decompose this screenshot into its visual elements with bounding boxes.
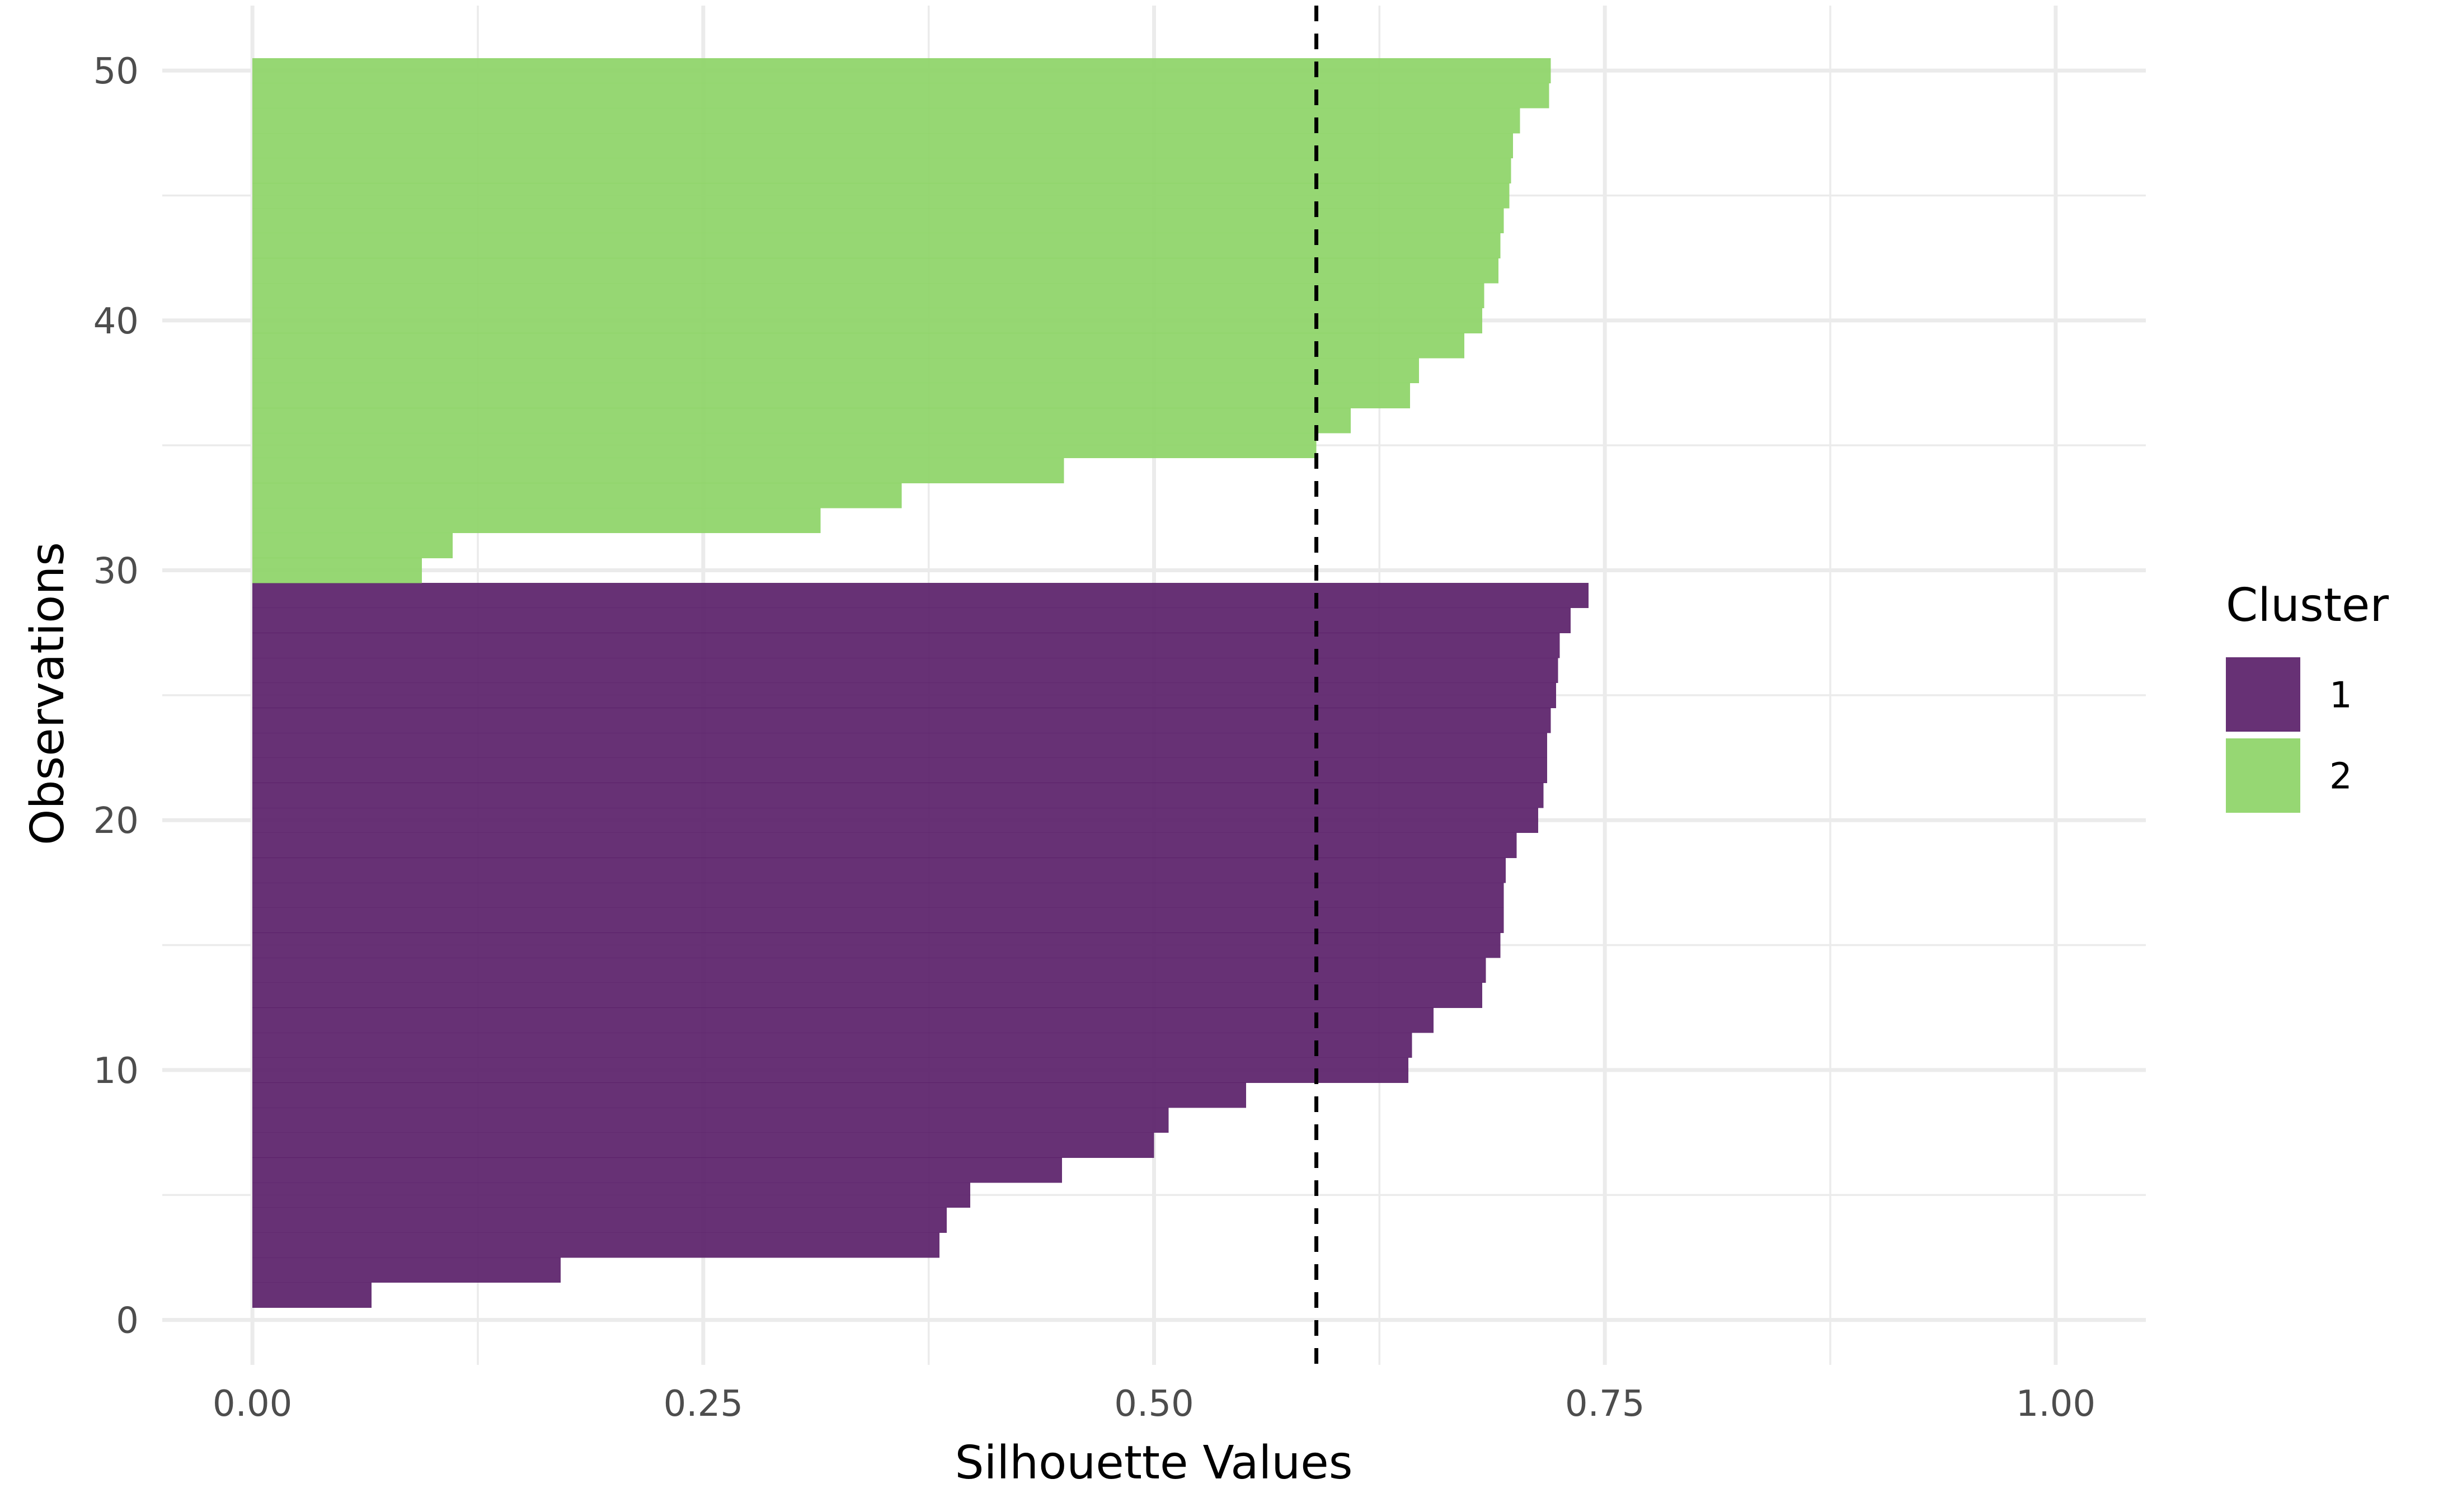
bar-cluster-2-obs-45 — [252, 183, 1510, 209]
bar-cluster-1-obs-1 — [252, 1282, 372, 1308]
bar-cluster-2-obs-31 — [252, 533, 453, 558]
bar-cluster-2-obs-35 — [252, 432, 1317, 459]
y-tick-label: 0 — [116, 1301, 139, 1342]
bar-cluster-1-obs-14 — [252, 957, 1486, 983]
bar-cluster-1-obs-12 — [252, 1007, 1434, 1033]
bar-cluster-1-obs-10 — [252, 1057, 1408, 1083]
bar-cluster-2-obs-47 — [252, 133, 1513, 159]
bar-cluster-1-obs-23 — [252, 732, 1548, 759]
bar-cluster-1-obs-13 — [252, 982, 1483, 1008]
bar-cluster-1-obs-2 — [252, 1257, 561, 1283]
bar-cluster-1-obs-9 — [252, 1082, 1246, 1108]
bar-cluster-1-obs-17 — [252, 882, 1504, 908]
x-axis-ticks: 0.00 0.25 0.50 0.75 1.00 — [213, 1383, 2095, 1425]
bar-cluster-1-obs-16 — [252, 907, 1504, 933]
legend-title: Cluster — [2226, 579, 2389, 632]
legend-key-2 — [2226, 738, 2300, 813]
legend-label-1: 1 — [2329, 675, 2352, 717]
bar-cluster-2-obs-36 — [252, 408, 1351, 434]
bar-cluster-2-obs-38 — [252, 357, 1420, 384]
bar-cluster-1-obs-24 — [252, 708, 1551, 733]
bar-cluster-2-obs-49 — [252, 83, 1549, 109]
y-tick-label: 50 — [93, 51, 139, 92]
bar-cluster-1-obs-7 — [252, 1132, 1154, 1158]
bar-cluster-1-obs-27 — [252, 633, 1560, 658]
bar-cluster-2-obs-30 — [252, 558, 422, 583]
bar-cluster-2-obs-43 — [252, 233, 1501, 258]
bar-cluster-1-obs-15 — [252, 932, 1501, 958]
bar-cluster-1-obs-5 — [252, 1182, 970, 1208]
bar-cluster-1-obs-18 — [252, 858, 1506, 883]
bar-cluster-2-obs-48 — [252, 108, 1520, 134]
bar-cluster-2-obs-44 — [252, 208, 1504, 234]
bar-cluster-2-obs-42 — [252, 258, 1499, 284]
y-tick-label: 20 — [93, 800, 139, 842]
y-tick-label: 30 — [93, 551, 139, 592]
bar-cluster-1-obs-28 — [252, 607, 1571, 633]
bar-cluster-2-obs-39 — [252, 333, 1464, 359]
bar-cluster-1-obs-19 — [252, 832, 1517, 858]
x-tick-label: 0.50 — [1114, 1383, 1194, 1425]
y-tick-label: 40 — [93, 301, 139, 342]
bar-cluster-2-obs-40 — [252, 308, 1483, 333]
bar-cluster-1-obs-25 — [252, 682, 1557, 708]
bar-cluster-2-obs-34 — [252, 458, 1064, 483]
bar-cluster-2-obs-32 — [252, 507, 821, 534]
bar-cluster-2-obs-37 — [252, 383, 1411, 408]
bars — [252, 58, 1589, 1308]
bar-cluster-1-obs-20 — [252, 807, 1538, 833]
bar-cluster-1-obs-11 — [252, 1032, 1412, 1058]
bar-cluster-1-obs-8 — [252, 1107, 1169, 1133]
x-tick-label: 1.00 — [2016, 1383, 2096, 1425]
legend-label-2: 2 — [2329, 756, 2352, 798]
bar-cluster-1-obs-6 — [252, 1157, 1063, 1183]
x-tick-label: 0.75 — [1565, 1383, 1645, 1425]
bar-cluster-2-obs-46 — [252, 158, 1511, 183]
x-tick-label: 0.00 — [213, 1383, 293, 1425]
y-axis-ticks: 0 10 20 30 40 50 — [93, 51, 139, 1341]
legend: Cluster 1 2 — [2226, 579, 2389, 813]
y-axis-title: Observations — [21, 542, 74, 845]
bar-cluster-1-obs-26 — [252, 657, 1558, 684]
bar-cluster-2-obs-41 — [252, 282, 1484, 309]
bar-cluster-2-obs-50 — [252, 58, 1551, 84]
bar-cluster-1-obs-3 — [252, 1232, 939, 1258]
legend-key-1 — [2226, 657, 2300, 732]
x-tick-label: 0.25 — [664, 1383, 744, 1425]
bar-cluster-1-obs-29 — [252, 582, 1589, 609]
bar-cluster-1-obs-4 — [252, 1207, 947, 1233]
bar-cluster-1-obs-22 — [252, 757, 1548, 783]
bar-cluster-2-obs-33 — [252, 483, 902, 508]
y-tick-label: 10 — [93, 1051, 139, 1092]
x-axis-title: Silhouette Values — [955, 1436, 1353, 1490]
bar-cluster-1-obs-21 — [252, 783, 1544, 808]
